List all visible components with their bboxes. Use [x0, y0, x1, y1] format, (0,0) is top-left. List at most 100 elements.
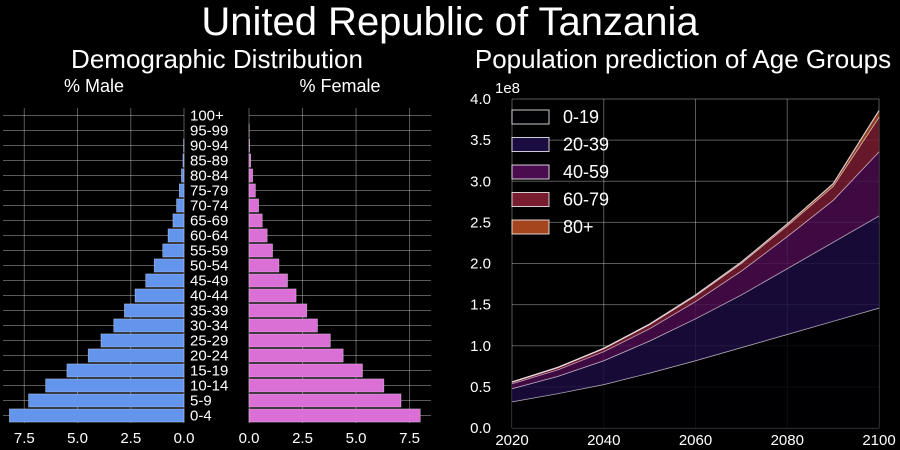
legend-label-0-19: 0-19 — [563, 107, 599, 127]
legend-label-80+: 80+ — [563, 217, 594, 237]
legend-label-60-79: 60-79 — [563, 190, 609, 210]
age-label-0-4: 0-4 — [190, 408, 212, 425]
female-bar-10-14 — [248, 378, 385, 393]
female-bar-55-59 — [248, 243, 273, 258]
female-bar-50-54 — [248, 258, 280, 273]
male-bar-20-24 — [87, 348, 185, 363]
female-bar-60-64 — [248, 228, 268, 243]
female-bar-35-39 — [248, 303, 308, 318]
male-bar-40-44 — [134, 288, 185, 303]
area-xtick-4: 2100 — [862, 432, 895, 449]
area-ytick-0: 0.0 — [470, 420, 491, 437]
area-ytick-6: 3.0 — [470, 173, 491, 190]
legend-label-20-39: 20-39 — [563, 135, 609, 155]
male-xtick-0: 7.5 — [14, 430, 35, 447]
male-bar-50-54 — [153, 258, 185, 273]
female-bar-0-4 — [248, 408, 421, 423]
legend: 0-19 20-39 40-59 60-79 80+ — [511, 107, 609, 237]
area-ytick-8: 4.0 — [470, 91, 491, 108]
female-bar-20-24 — [248, 348, 344, 363]
area-ytick-7: 3.5 — [470, 132, 491, 149]
age-label-55-59: 55-59 — [190, 243, 228, 260]
male-bar-5-9 — [28, 393, 185, 408]
area-ytick-2: 1.0 — [470, 338, 491, 355]
area-xtick-1: 2040 — [587, 432, 620, 449]
male-bar-70-74 — [176, 198, 185, 213]
male-bar-55-59 — [162, 243, 185, 258]
age-label-95-99: 95-99 — [190, 123, 228, 140]
area-ytick-1: 0.5 — [470, 379, 491, 396]
male-panel: % Male 7.5 5.0 2.5 0.0 — [3, 76, 194, 447]
legend-swatch-40-59 — [511, 164, 550, 180]
male-bar-65-69 — [172, 213, 185, 228]
male-xtick-2: 2.5 — [120, 430, 141, 447]
male-bar-75-79 — [179, 183, 185, 198]
age-label-65-69: 65-69 — [190, 213, 228, 230]
male-bar-25-29 — [100, 333, 185, 348]
age-label-85-89: 85-89 — [190, 153, 228, 170]
female-bar-70-74 — [248, 198, 259, 213]
area-xtick-3: 2080 — [771, 432, 804, 449]
age-label-50-54: 50-54 — [190, 258, 228, 275]
female-bar-25-29 — [248, 333, 331, 348]
male-bar-10-14 — [45, 378, 185, 393]
age-label-70-74: 70-74 — [190, 198, 228, 215]
age-label-80-84: 80-84 — [190, 168, 228, 185]
male-bar-45-49 — [145, 273, 185, 288]
female-bar-80-84 — [248, 168, 253, 183]
female-bar-65-69 — [248, 213, 263, 228]
age-label-40-44: 40-44 — [190, 288, 228, 305]
female-panel-title: % Female — [299, 76, 380, 96]
figure-title: United Republic of Tanzania — [201, 0, 699, 44]
male-bar-15-19 — [66, 363, 185, 378]
age-label-20-24: 20-24 — [190, 348, 228, 365]
male-bar-0-4 — [9, 408, 185, 423]
age-label-15-19: 15-19 — [190, 363, 228, 380]
male-bar-30-34 — [113, 318, 185, 333]
male-bar-85-89 — [182, 153, 185, 168]
female-bar-90-94 — [248, 138, 250, 153]
male-bar-80-84 — [181, 168, 185, 183]
male-panel-title: % Male — [64, 76, 124, 96]
female-xtick-0: 0.0 — [239, 430, 260, 447]
female-bar-15-19 — [248, 363, 363, 378]
area-ytick-3: 1.5 — [470, 297, 491, 314]
age-label-5-9: 5-9 — [190, 393, 212, 410]
age-labels: 0-45-910-1415-1920-2425-2930-3435-3940-4… — [190, 108, 228, 425]
area-panel: 0.0 0.5 1.0 1.5 2.0 2.5 3.0 3.5 4.0 2020 2040 2060… — [470, 80, 896, 449]
female-bar-85-89 — [248, 153, 252, 168]
female-xtick-1: 2.5 — [292, 430, 313, 447]
female-bar-40-44 — [248, 288, 297, 303]
age-label-75-79: 75-79 — [190, 183, 228, 200]
area-line-80+ — [511, 110, 880, 383]
female-bar-75-79 — [248, 183, 256, 198]
right-title: Population prediction of Age Groups — [475, 44, 891, 74]
legend-label-40-59: 40-59 — [563, 162, 609, 182]
y-multiplier: 1e8 — [495, 80, 520, 97]
area-ytick-5: 2.5 — [470, 214, 491, 231]
area-series-20-39 — [512, 215, 879, 402]
legend-swatch-60-79 — [511, 192, 550, 207]
female-bar-45-49 — [248, 273, 288, 288]
age-label-45-49: 45-49 — [190, 273, 228, 290]
female-xtick-3: 7.5 — [399, 430, 420, 447]
legend-swatch-80+ — [511, 219, 550, 235]
area-xtick-2: 2060 — [679, 432, 712, 449]
legend-swatch-0-19 — [511, 109, 550, 125]
male-xtick-1: 5.0 — [67, 430, 88, 447]
age-label-25-29: 25-29 — [190, 333, 228, 350]
female-panel: % Female 0.0 2.5 5.0 7.5 — [239, 76, 431, 447]
age-label-60-64: 60-64 — [190, 228, 228, 245]
male-xtick-3: 0.0 — [174, 430, 195, 447]
area-ytick-4: 2.0 — [470, 256, 491, 273]
female-xtick-2: 5.0 — [346, 430, 367, 447]
age-label-10-14: 10-14 — [190, 378, 228, 395]
age-label-100+: 100+ — [190, 108, 224, 125]
left-title: Demographic Distribution — [71, 44, 363, 74]
age-label-90-94: 90-94 — [190, 138, 228, 155]
area-series-0-19 — [512, 307, 879, 428]
age-label-30-34: 30-34 — [190, 318, 228, 335]
male-bar-35-39 — [124, 303, 185, 318]
legend-swatch-20-39 — [511, 137, 550, 152]
